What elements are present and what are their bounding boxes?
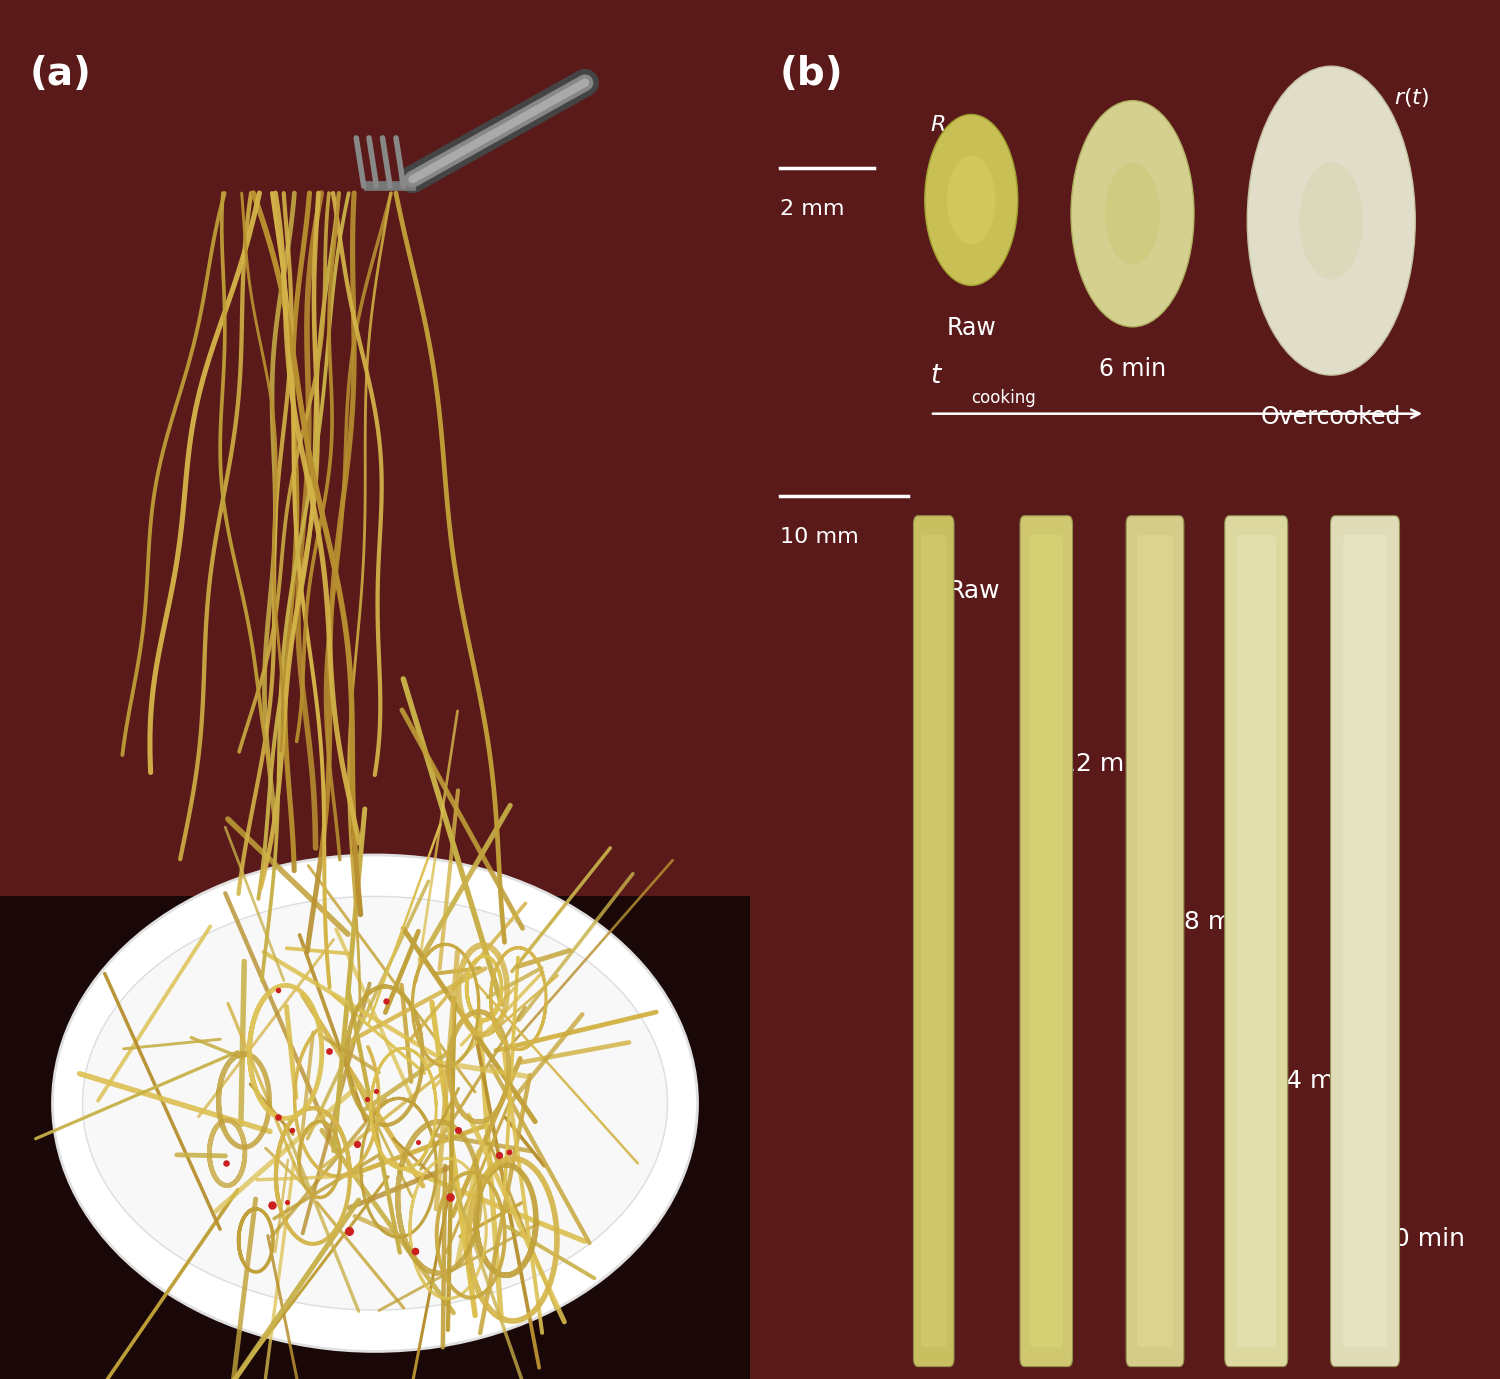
Text: 6 min: 6 min: [1100, 357, 1166, 381]
Circle shape: [1248, 66, 1416, 375]
Text: Overcooked: Overcooked: [1262, 405, 1401, 429]
FancyBboxPatch shape: [1330, 516, 1400, 1367]
Circle shape: [946, 156, 996, 244]
Circle shape: [1299, 161, 1364, 280]
FancyBboxPatch shape: [0, 896, 750, 1379]
FancyBboxPatch shape: [1020, 516, 1072, 1367]
Text: $t$: $t$: [930, 363, 944, 389]
Text: $r(t)$: $r(t)$: [1395, 87, 1429, 109]
FancyBboxPatch shape: [1344, 535, 1386, 1347]
Text: (a): (a): [30, 55, 92, 94]
Text: Raw: Raw: [948, 579, 1000, 603]
Circle shape: [924, 114, 1017, 285]
Text: Raw: Raw: [946, 316, 996, 339]
Text: 30 min: 30 min: [1378, 1227, 1466, 1251]
FancyBboxPatch shape: [1030, 535, 1062, 1347]
Text: 24 min: 24 min: [1269, 1069, 1358, 1092]
Text: 12 min: 12 min: [1059, 752, 1148, 775]
FancyBboxPatch shape: [1137, 535, 1173, 1347]
Ellipse shape: [53, 855, 698, 1351]
Text: $R$: $R$: [930, 114, 945, 135]
Text: 18 min: 18 min: [1168, 910, 1256, 934]
Text: (b): (b): [780, 55, 843, 94]
FancyBboxPatch shape: [921, 535, 946, 1347]
FancyBboxPatch shape: [1224, 516, 1287, 1367]
Ellipse shape: [82, 896, 668, 1310]
Text: 10 mm: 10 mm: [780, 527, 858, 547]
Text: 2 mm: 2 mm: [780, 199, 844, 219]
FancyBboxPatch shape: [1236, 535, 1276, 1347]
FancyBboxPatch shape: [1126, 516, 1184, 1367]
FancyBboxPatch shape: [914, 516, 954, 1367]
Text: cooking: cooking: [972, 389, 1036, 407]
Circle shape: [1106, 163, 1160, 265]
Circle shape: [1071, 101, 1194, 327]
